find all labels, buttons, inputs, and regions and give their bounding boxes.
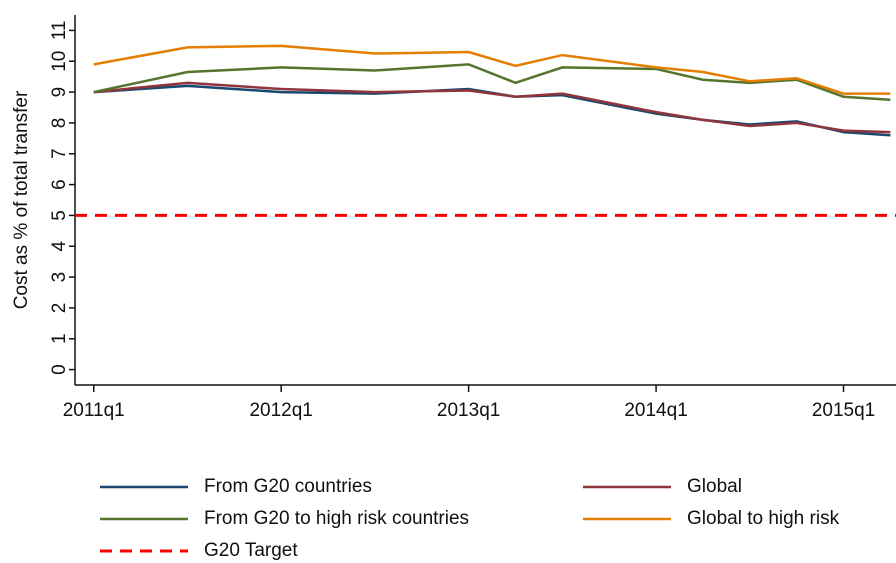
x-tick-label: 2011q1 bbox=[63, 400, 125, 421]
legend-label: G20 Target bbox=[204, 540, 298, 561]
y-tick-label: 8 bbox=[49, 118, 70, 129]
y-tick-label: 9 bbox=[49, 87, 70, 98]
x-tick-label: 2012q1 bbox=[249, 400, 312, 421]
y-tick-label: 1 bbox=[49, 333, 70, 344]
series-line bbox=[93, 63, 891, 102]
legend-label: Global to high risk bbox=[687, 508, 840, 529]
series-line bbox=[93, 81, 891, 134]
y-tick-label: 7 bbox=[49, 148, 70, 159]
x-tick-label: 2013q1 bbox=[437, 400, 500, 421]
y-tick-label: 4 bbox=[49, 241, 70, 252]
y-tick-label: 5 bbox=[49, 210, 70, 221]
y-tick-label: 3 bbox=[49, 272, 70, 283]
x-tick-label: 2015q1 bbox=[812, 400, 875, 421]
y-axis-label: Cost as % of total transfer bbox=[11, 90, 32, 309]
series-line bbox=[93, 44, 891, 95]
y-tick-label: 10 bbox=[49, 51, 70, 72]
y-tick-label: 0 bbox=[49, 364, 70, 375]
series-line bbox=[93, 84, 891, 137]
y-tick-label: 11 bbox=[49, 21, 70, 41]
legend-label: From G20 to high risk countries bbox=[204, 508, 469, 529]
legend-label: From G20 countries bbox=[204, 476, 372, 497]
y-tick-label: 2 bbox=[49, 303, 70, 314]
y-tick-label: 6 bbox=[49, 179, 70, 190]
legend-label: Global bbox=[687, 476, 742, 497]
x-tick-label: 2014q1 bbox=[624, 400, 687, 421]
